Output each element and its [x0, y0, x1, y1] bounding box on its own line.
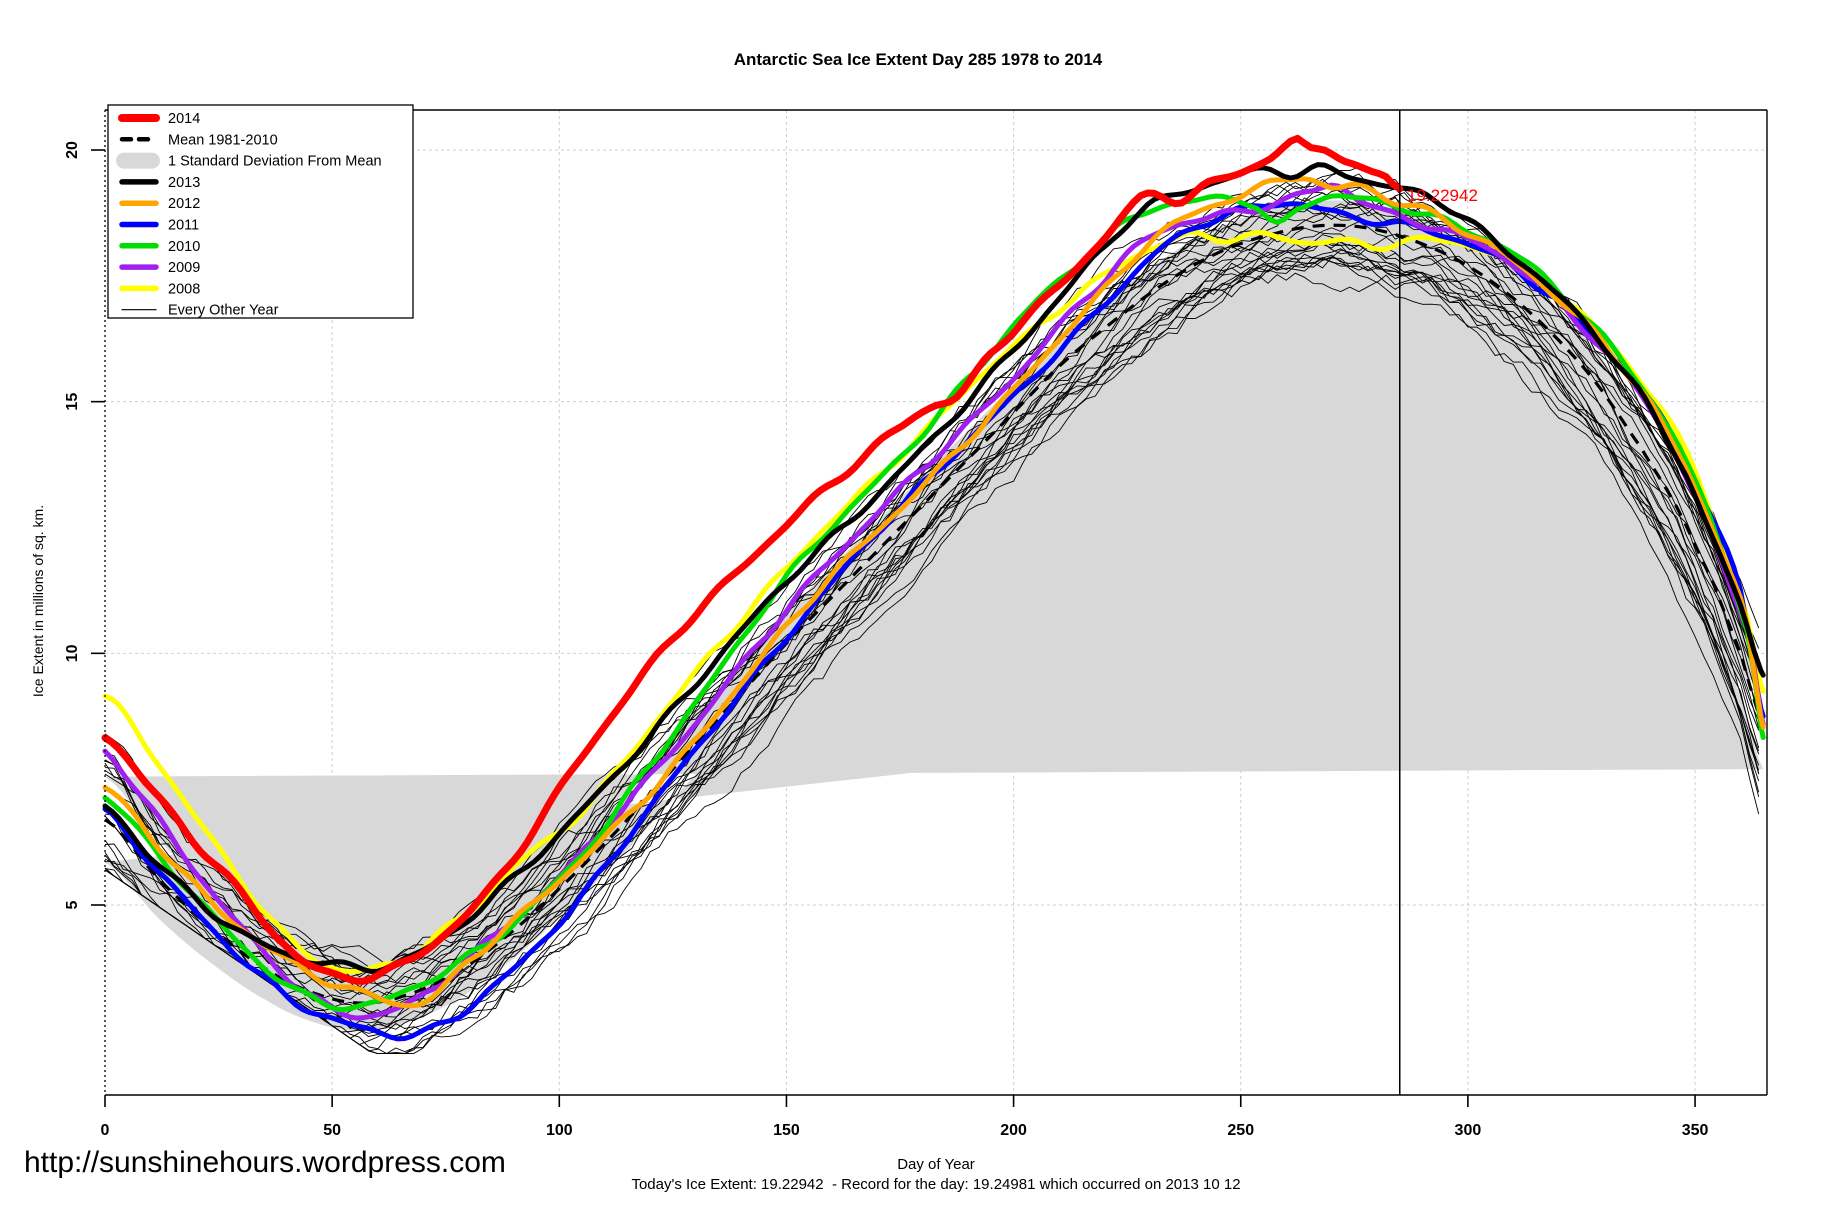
chart-title: Antarctic Sea Ice Extent Day 285 1978 to… [733, 50, 1103, 69]
legend-swatch-1-standard-deviation-from-mean [116, 152, 160, 169]
series-2009-line [102, 182, 1766, 1021]
x-axis-title: Day of Year [897, 1156, 975, 1173]
ensemble-line [104, 256, 1760, 1054]
series-2014-line [101, 134, 1404, 985]
current-extent-annotation: 19.22942 [1407, 186, 1478, 205]
std-dev-band [105, 200, 1764, 1032]
legend-label-every-other-year: Every Other Year [168, 303, 279, 319]
ensemble-line [104, 186, 1760, 996]
legend-label-2008: 2008 [168, 281, 200, 297]
legend-label-2012: 2012 [168, 196, 200, 212]
footer-status: Today's Ice Extent: 19.22942 - Record fo… [631, 1176, 1241, 1193]
x-tick-label: 250 [1227, 1122, 1254, 1139]
y-tick-label: 15 [64, 393, 81, 411]
legend-box [107, 104, 414, 319]
legend-label-2011: 2011 [168, 218, 199, 234]
x-tick-label: 200 [1000, 1122, 1027, 1139]
x-tick-label: 50 [323, 1122, 341, 1139]
y-axis-title: Ice Extent in millions of sq. km. [30, 504, 46, 698]
x-tick-label: 0 [101, 1122, 110, 1139]
ensemble-line [104, 208, 1760, 1021]
site-url: http://sunshinehours.wordpress.com [24, 1146, 506, 1179]
ensemble-line [104, 253, 1760, 1054]
legend-label-2013: 2013 [168, 175, 200, 191]
legend-label-2010: 2010 [168, 239, 200, 255]
legend-label-mean-1981-2010: Mean 1981-2010 [168, 132, 278, 148]
legend-label-1-standard-deviation-from-mean: 1 Standard Deviation From Mean [168, 154, 382, 170]
x-tick-label: 350 [1682, 1122, 1709, 1139]
x-tick-label: 300 [1455, 1122, 1482, 1139]
legend-label-2014: 2014 [168, 111, 200, 127]
ensemble-line [104, 241, 1760, 1030]
y-tick-label: 20 [64, 141, 81, 159]
y-tick-label: 5 [64, 900, 81, 909]
x-tick-label: 150 [773, 1122, 800, 1139]
series-2012-line [102, 176, 1766, 1009]
y-tick-label: 10 [64, 644, 81, 662]
x-tick-label: 100 [546, 1122, 573, 1139]
legend-label-2009: 2009 [168, 260, 200, 276]
